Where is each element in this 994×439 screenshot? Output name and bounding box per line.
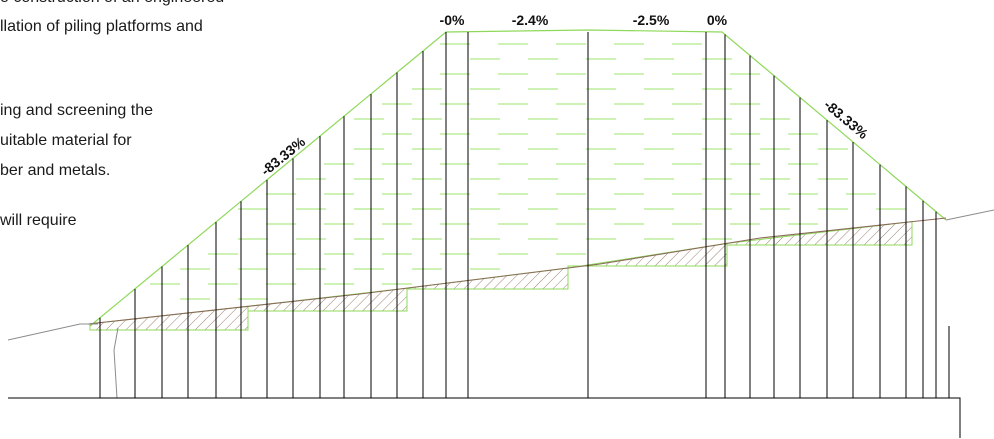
text-line-1: o construction of an engineered	[0, 0, 224, 8]
grade-label-top-2: -2.4%	[512, 12, 549, 28]
ground-line	[87, 217, 947, 325]
grade-label-left-slope: -83.33%	[258, 133, 309, 179]
grade-label-top-3: -2.5%	[633, 12, 670, 28]
existing-ground-left	[7, 323, 98, 341]
datum-line	[8, 397, 961, 438]
grade-label-top-1: -0%	[440, 12, 465, 28]
embankment-outline	[89, 29, 947, 327]
text-line-4: uitable material for	[0, 132, 132, 149]
existing-ground-right	[945, 209, 994, 221]
grade-label-top-4: 0%	[707, 12, 728, 28]
bench-cut	[726, 221, 913, 246]
fill-hatching	[150, 43, 906, 300]
grade-label-right-slope: -83.33%	[821, 96, 872, 142]
bench-cut	[89, 305, 249, 331]
grey-drop-line	[113, 327, 119, 399]
text-line-5: ber and metals.	[0, 162, 111, 179]
text-line-3: ing and screening the	[0, 102, 153, 119]
vertical-lines	[99, 32, 950, 398]
text-line-6: will require	[0, 212, 77, 229]
text-line-2: llation of piling platforms and	[0, 18, 203, 35]
